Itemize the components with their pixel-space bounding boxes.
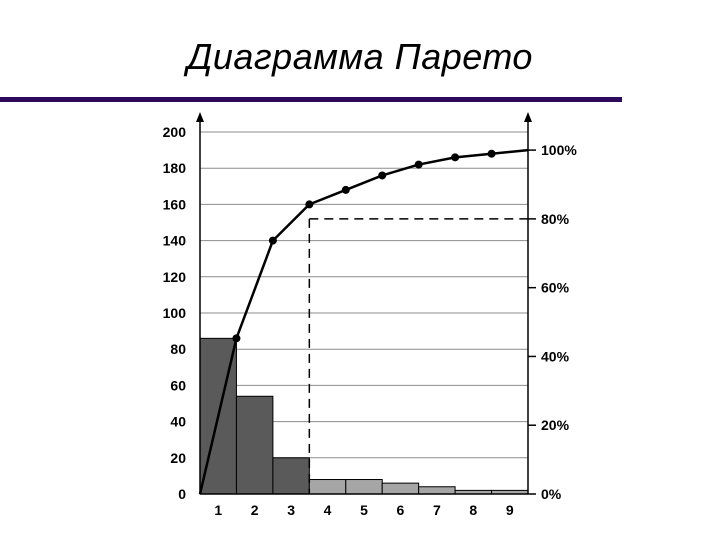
bar-4: [308, 479, 347, 495]
x-tick-label: 9: [506, 502, 514, 518]
cumulative-point: [451, 153, 460, 162]
y-tick-label: 100: [163, 305, 187, 321]
y2-tick-label: 0%: [541, 486, 562, 502]
bar-2: [235, 395, 274, 495]
slide-title: Диаграмма Парето: [187, 36, 533, 77]
y-tick-label: 40: [170, 414, 186, 430]
y2-tick-label: 20%: [541, 417, 570, 433]
y-tick-label: 0: [178, 486, 186, 502]
y-tick-label: 160: [163, 196, 187, 212]
x-tick-label: 8: [469, 502, 477, 518]
x-tick-label: 5: [360, 502, 368, 518]
y2-tick-label: 60%: [541, 280, 570, 296]
cumulative-point: [305, 200, 314, 209]
cumulative-point: [414, 160, 423, 169]
y-axis-arrow: [196, 112, 204, 122]
cumulative-line: [198, 148, 529, 495]
bar-7: [418, 486, 456, 495]
cumulative-point: [487, 149, 496, 158]
y-tick-label: 200: [163, 124, 187, 140]
y2-axis-arrow: [524, 112, 532, 122]
x-tick-label: 4: [324, 502, 332, 518]
title-rule: [0, 97, 622, 102]
cumulative-point: [268, 236, 277, 245]
cumulative-point: [232, 334, 241, 343]
y2-tick-label: 80%: [541, 211, 570, 227]
x-tick-label: 6: [397, 502, 405, 518]
x-tick-label: 2: [251, 502, 259, 518]
y2-tick-label: 100%: [541, 142, 577, 158]
y2-tick-label: 40%: [541, 348, 570, 364]
y-tick-label: 120: [163, 269, 187, 285]
bar-3: [272, 457, 310, 495]
y-tick-label: 180: [163, 160, 187, 176]
x-tick-label: 1: [214, 502, 222, 518]
cumulative-point: [341, 185, 350, 194]
bar-5: [345, 479, 383, 495]
y-tick-label: 60: [170, 377, 186, 393]
y-tick-label: 140: [163, 233, 187, 249]
y-tick-label: 80: [170, 341, 186, 357]
y-tick-label: 20: [170, 450, 186, 466]
x-tick-label: 3: [287, 502, 295, 518]
x-tick-label: 7: [433, 502, 441, 518]
cumulative-point: [378, 171, 387, 180]
bar-6: [381, 482, 420, 495]
